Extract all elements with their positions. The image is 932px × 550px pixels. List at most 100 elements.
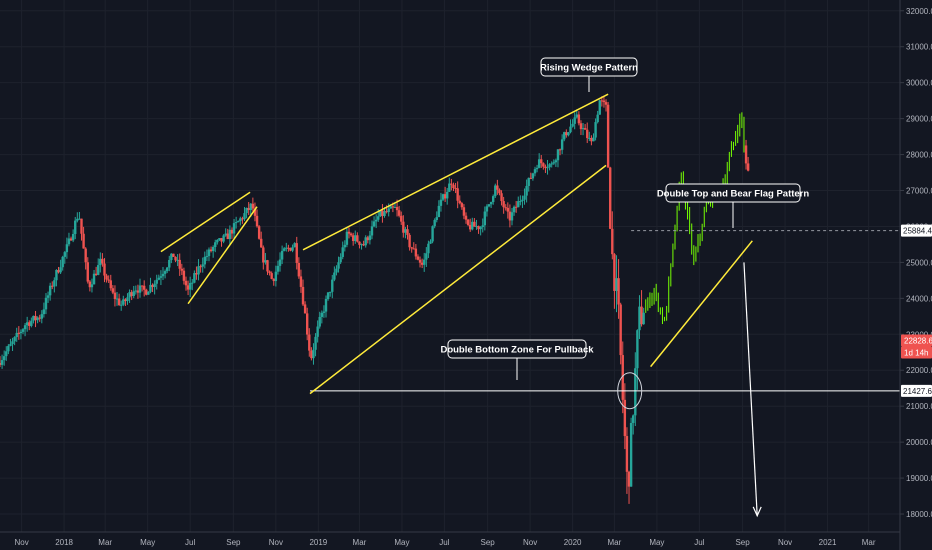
annotation-double-bottom-label: Double Bottom Zone For Pullback [440, 345, 594, 356]
candle-body [586, 129, 589, 139]
y-tick-label: 32000.0 [906, 7, 932, 16]
candle-body [502, 201, 505, 208]
candle-body [239, 218, 242, 222]
x-tick-label: Mar [862, 538, 876, 547]
candle-body [625, 436, 629, 472]
candle-body [88, 281, 92, 288]
candle-body [21, 329, 25, 332]
candle-body [617, 278, 620, 305]
candle-body [439, 199, 443, 206]
candle-body [469, 224, 472, 230]
x-tick-label: Sep [735, 538, 750, 547]
candle-body [496, 185, 499, 190]
candle-body [128, 292, 131, 298]
candle-body [416, 256, 420, 260]
x-tick-label: Jul [694, 538, 704, 547]
x-tick-label: Nov [778, 538, 792, 547]
candle-body [602, 100, 606, 103]
candle-body [349, 233, 353, 236]
candle-body [5, 351, 8, 357]
candle-body [38, 317, 41, 319]
candle-body [423, 259, 426, 265]
candle-body [552, 162, 555, 164]
candle-body [159, 276, 163, 278]
candle-body [379, 210, 382, 217]
candle-body [485, 206, 489, 212]
candle-body [251, 203, 255, 209]
candle-body [567, 132, 570, 136]
candle-body [74, 220, 77, 234]
trendline-small-wedge-bottom [187, 206, 258, 305]
candle-body [266, 260, 269, 272]
candle-body [19, 331, 23, 334]
candle-body [473, 221, 476, 227]
candle-body [86, 262, 89, 282]
candle-body [34, 315, 37, 321]
candle-body [366, 237, 370, 241]
candle-body [153, 283, 156, 288]
candle-body [15, 332, 18, 338]
candle-body [588, 137, 591, 139]
candle-body [581, 128, 585, 130]
candle-body [97, 265, 100, 275]
candle-body [565, 132, 568, 136]
candle-body [111, 288, 115, 293]
x-tick-label: May [394, 538, 409, 547]
candle-body [170, 253, 173, 261]
candle-body [260, 238, 263, 248]
candle-body [182, 270, 186, 281]
candle-body [120, 304, 123, 306]
candle-body [285, 247, 288, 249]
candle-body [542, 163, 545, 167]
candle-body [483, 211, 487, 226]
candle-body [500, 193, 503, 202]
candle-body [0, 363, 2, 365]
candle-body [176, 259, 179, 261]
x-tick-label: 2020 [564, 538, 582, 547]
candle-body [241, 218, 244, 220]
candle-body [211, 247, 215, 252]
candle-body [278, 259, 282, 266]
candle-body [209, 249, 213, 252]
candle-body [554, 160, 558, 163]
candle-body [621, 355, 624, 400]
price-level-tag-label: 21427.6 [903, 387, 932, 396]
candle-body [577, 114, 581, 124]
candle-body [437, 205, 441, 218]
candle-body [563, 132, 566, 140]
price-tag [901, 334, 932, 347]
candle-body [512, 206, 516, 213]
candle-body [583, 128, 587, 130]
candle-body [134, 290, 138, 292]
candle-body [113, 292, 117, 300]
y-tick-label: 19000.0 [906, 474, 932, 483]
candle-body [328, 291, 332, 293]
candle-body [372, 221, 376, 227]
candle-body [303, 304, 307, 314]
candle-body [506, 207, 510, 212]
y-tick-label: 31000.0 [906, 43, 932, 52]
candle-body [642, 312, 645, 325]
trendline-rising-wedge-bottom [309, 164, 607, 395]
candle-body [274, 271, 278, 282]
candle-body [412, 248, 415, 250]
candle-body [471, 221, 474, 230]
candle-body [40, 314, 43, 319]
candle-body [82, 233, 85, 249]
candle-body [632, 415, 635, 423]
candle-body [136, 290, 140, 293]
candle-body [613, 254, 616, 291]
candle-body [402, 221, 405, 233]
candle-body [573, 117, 576, 124]
y-tick-label: 21000.0 [906, 402, 932, 411]
candle-body [609, 167, 612, 229]
candle-body [11, 341, 14, 345]
candle-body [92, 273, 96, 285]
candle-body [383, 211, 386, 216]
candle-body [237, 221, 240, 223]
candle-body [638, 306, 641, 331]
candle-body [420, 262, 424, 265]
price-level-tag [901, 224, 932, 237]
candle-body [335, 268, 338, 273]
